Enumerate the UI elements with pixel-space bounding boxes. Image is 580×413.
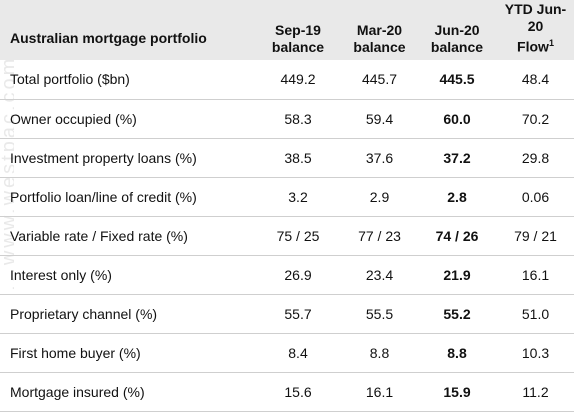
cell-jun20: 445.5 [439,71,475,88]
cell-sep19: 26.9 [284,266,312,283]
cell-ytd-flow: 11.2 [522,383,549,400]
table-row: Variable rate / Fixed rate (%) 75 / 25 77 … [0,216,574,255]
footnote-marker: 1 [548,38,554,49]
row-label: Mortgage insured (%) [10,383,145,400]
header-col-line2: balance [353,39,406,55]
header-col-line1: Mar-20 [356,22,403,38]
cell-jun20: 60.0 [443,110,471,127]
cell-sep19: 15.6 [284,383,312,400]
cell-jun20: 21.9 [443,266,471,283]
cell-ytd-flow: 10.3 [521,344,550,361]
cell-jun20: 2.8 [447,188,467,205]
cell-ytd-flow: 70.2 [521,110,550,127]
cell-ytd-flow: 16.1 [521,266,550,283]
cell-sep19: 8.4 [288,344,308,361]
header-jun20: Jun-20 balance [417,0,497,60]
cell-sep19: 75 / 25 [276,227,320,244]
header-flow-text: Flow [517,39,549,55]
table-row: Owner occupied (%) 58.3 59.4 60.0 70.2 [0,99,574,138]
cell-sep19: 449.2 [280,71,316,88]
cell-jun20: 15.9 [443,383,471,400]
table-row: Proprietary channel (%) 55.7 55.5 55.2 51.0 [0,294,574,333]
row-label: Investment property loans (%) [10,149,197,166]
cell-sep19: 55.7 [284,305,312,322]
cell-ytd-flow: 29.8 [521,149,550,166]
header-mar20: Mar-20 balance [342,0,417,60]
cell-ytd-flow: 79 / 21 [514,227,557,244]
row-label: Interest only (%) [10,266,112,283]
row-label: Variable rate / Fixed rate (%) [10,227,188,244]
row-label: Total portfolio ($bn) [10,71,130,88]
table-row: Total portfolio ($bn) 449.2 445.7 445.5 48.4 [0,60,574,99]
row-label: Owner occupied (%) [10,110,137,127]
cell-mar20: 2.9 [369,188,390,205]
row-label: Portfolio loan/line of credit (%) [10,188,197,205]
cell-mar20: 55.5 [365,305,394,322]
cell-mar20: 77 / 23 [358,227,401,244]
header-ytd-flow: YTD Jun-20 Flow1 [497,0,574,60]
cell-jun20: 55.2 [443,305,471,322]
cell-mar20: 445.7 [361,71,398,88]
cell-sep19: 38.5 [284,149,312,166]
header-col-line2: balance [430,39,484,55]
header-col-line2: balance [271,39,325,55]
header-sep19: Sep-19 balance [254,0,342,60]
table-row: First home buyer (%) 8.4 8.8 8.8 10.3 [0,333,574,372]
cell-ytd-flow: 0.06 [521,188,550,205]
cell-mar20: 23.4 [365,266,394,283]
table-row: Mortgage insured (%) 15.6 16.1 15.9 11.2 [0,372,574,411]
cell-sep19: 58.3 [284,110,312,127]
row-label: Proprietary channel (%) [10,305,158,322]
header-col-line2: Flow1 [499,35,572,56]
cell-mar20: 37.6 [365,149,394,166]
table-row: Portfolio loan/line of credit (%) 3.2 2.9 2… [0,177,574,216]
cell-jun20: 74 / 26 [435,227,479,244]
header-label: Australian mortgage portfolio [10,29,207,46]
header-col-line1: YTD Jun-20 [504,1,567,35]
cell-mar20: 59.4 [365,110,394,127]
row-label: First home buyer (%) [10,344,141,361]
table-row: Investment property loans (%) 38.5 37.6 37.… [0,138,574,177]
cell-mar20: 8.8 [369,344,390,361]
cell-ytd-flow: 48.4 [521,71,550,88]
header-col-line1: Sep-19 [275,22,321,38]
cell-jun20: 8.8 [447,344,467,361]
cell-jun20: 37.2 [443,149,471,166]
table-row: Interest only (%) 26.9 23.4 21.9 16.1 [0,255,574,294]
cell-mar20: 16.1 [365,383,394,400]
cell-sep19: 3.2 [288,188,308,205]
header-col-line1: Jun-20 [434,22,480,38]
cell-ytd-flow: 51.0 [521,305,550,322]
table-header-row: Australian mortgage portfolio Sep-19 bal… [0,0,574,60]
